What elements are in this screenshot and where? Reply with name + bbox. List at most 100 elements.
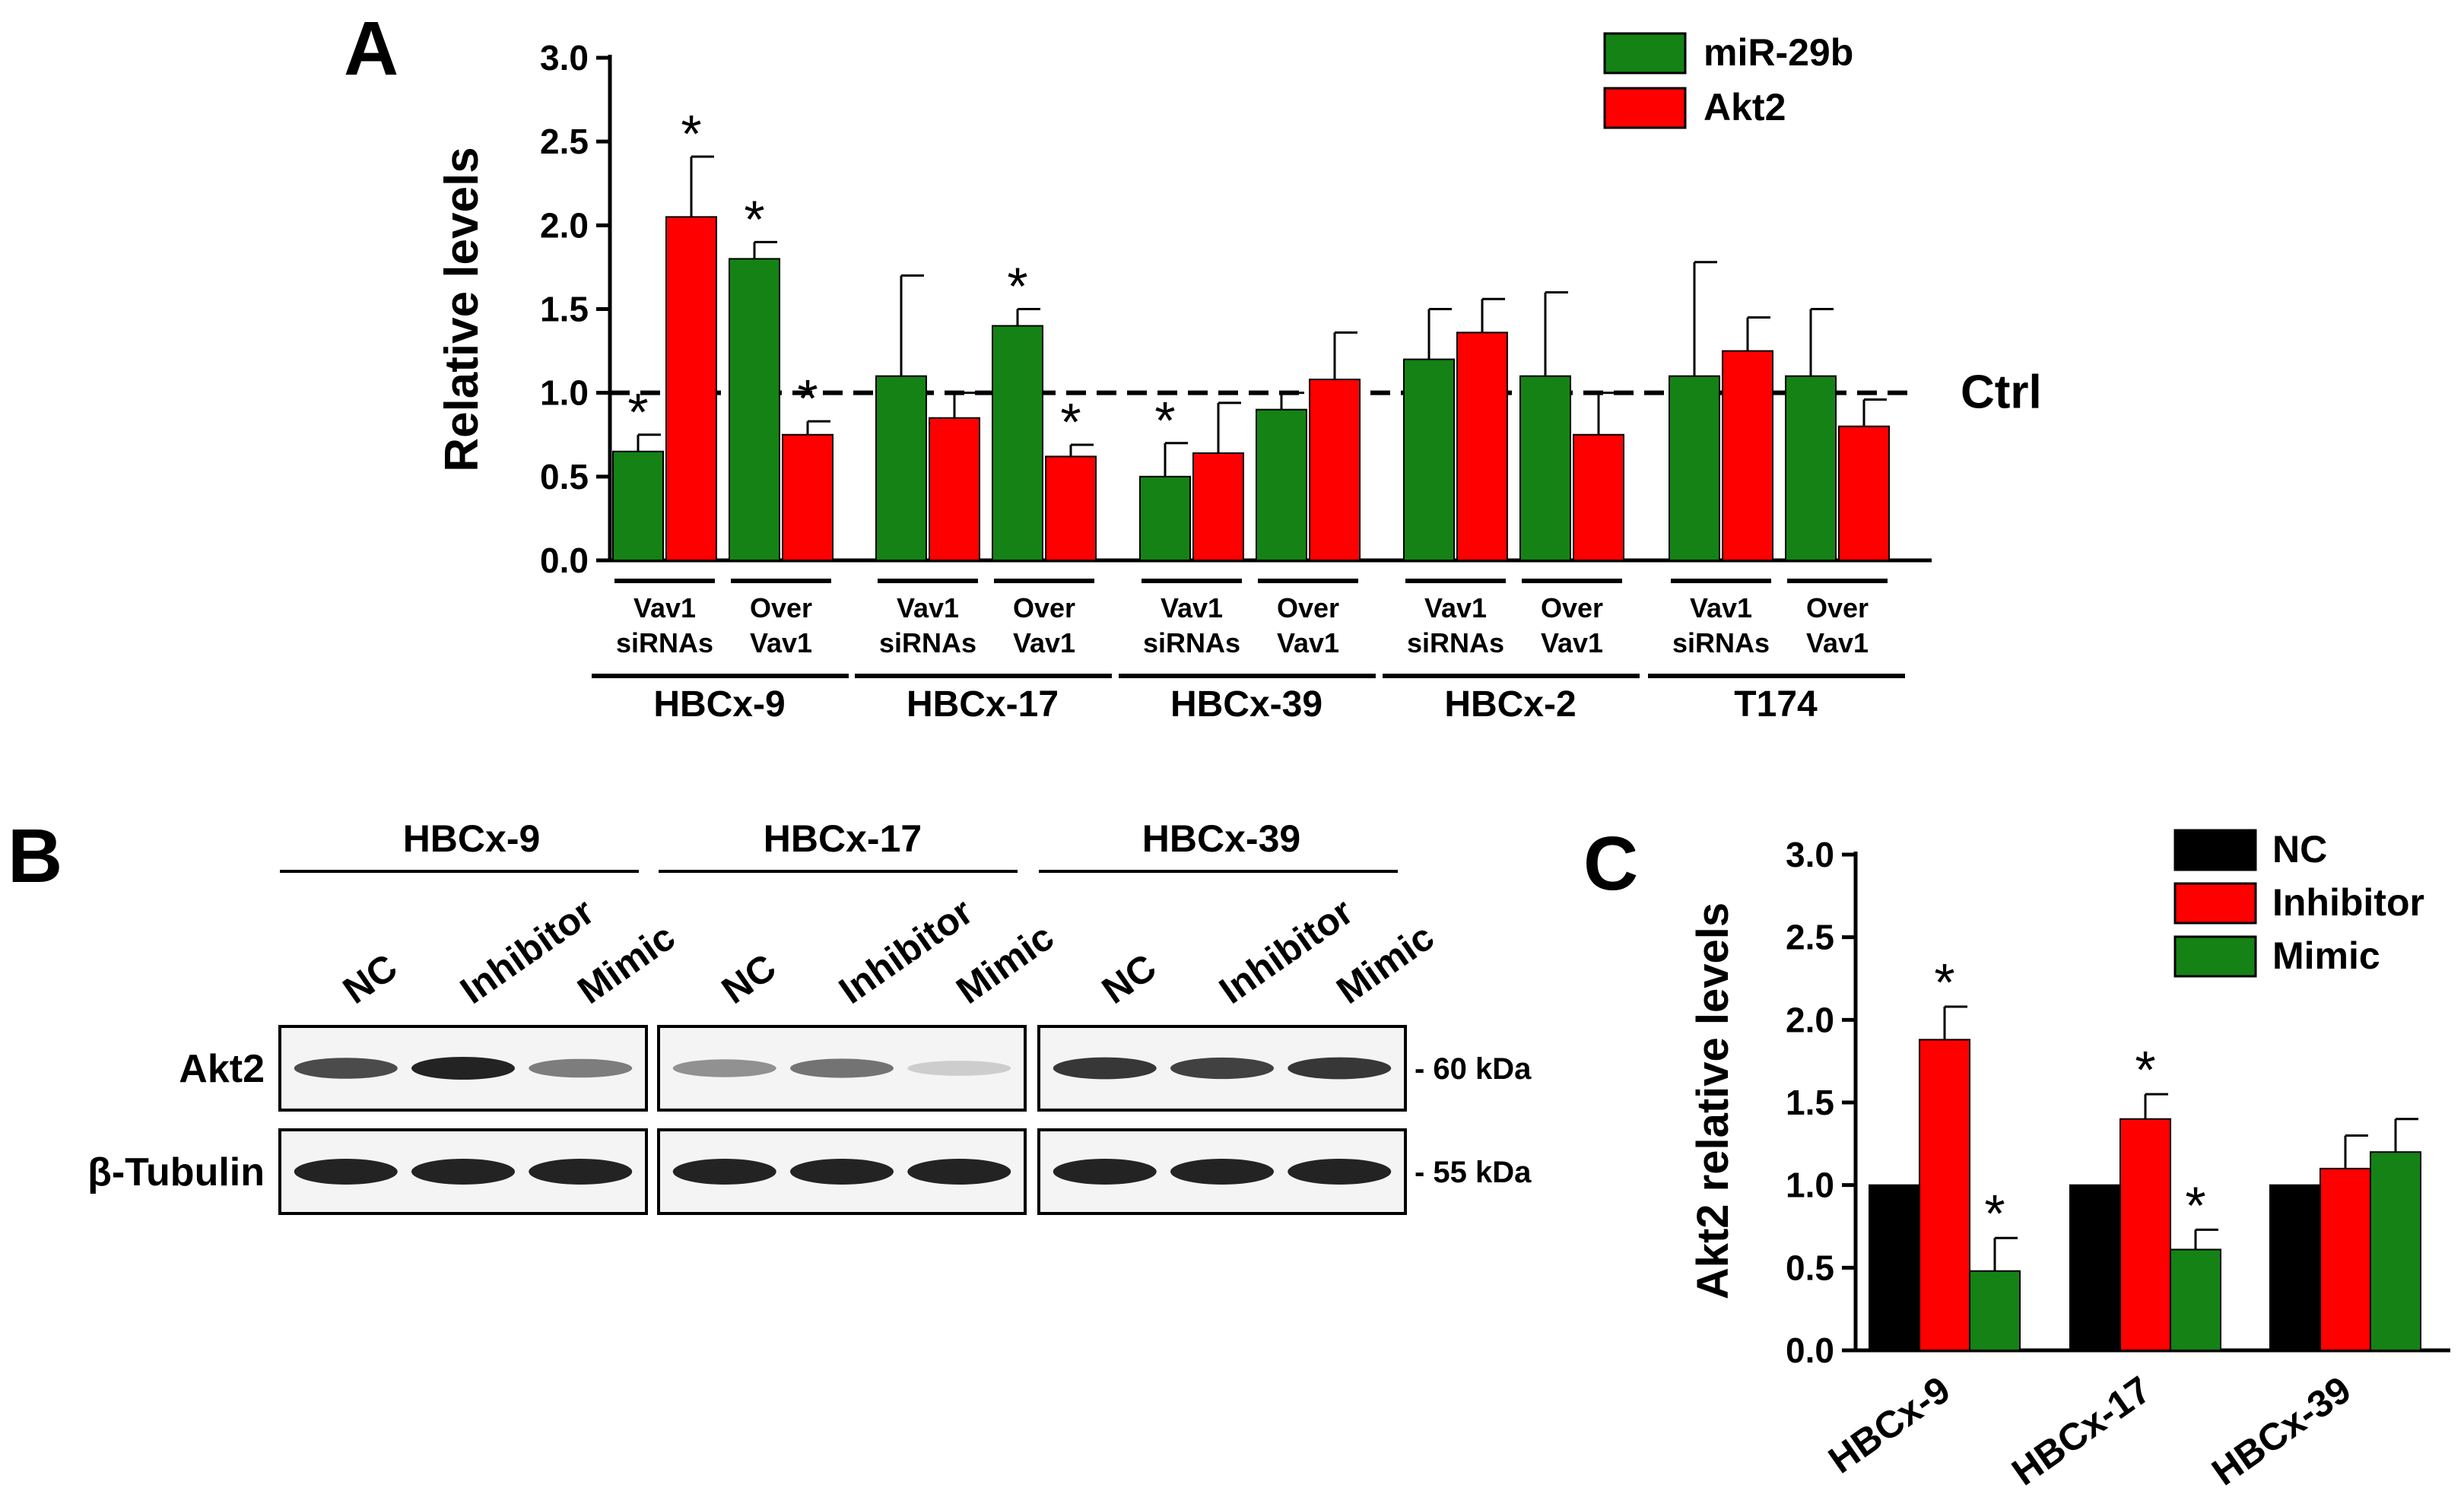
blot-lane-label: Inhibitor [452,890,602,1012]
condition-label-line2: Vav1 [1277,627,1339,658]
legend-label: Inhibitor [2272,881,2424,924]
blot-band [529,1159,633,1185]
bar-mir-29b [1669,375,1720,561]
y-tick-label-c: 2.0 [1786,1000,1834,1039]
group-label: HBCx-17 [907,684,1059,725]
bar-inhibitor [2119,1118,2171,1351]
legend-swatch-mir-29b [1603,32,1687,75]
y-tick-label-a: 1.0 [540,373,589,413]
bar-mir-29b [612,450,664,561]
x-tick-label-c: HBCx-17 [2004,1368,2158,1493]
ctrl-label: Ctrl [1961,366,2042,419]
bar-mir-29b [1403,358,1455,561]
panel-letter-b: B [8,814,62,899]
significance-star: * [1060,392,1081,452]
significance-star: * [627,382,648,442]
blot-band [294,1159,398,1185]
legend-swatch-nc [2173,829,2257,871]
bar-akt2 [1838,425,1890,561]
blot-band [1288,1159,1392,1185]
group-label: HBCx-39 [1170,684,1322,725]
blot-group-label: HBCx-9 [403,817,541,860]
condition-label-line2: Vav1 [1541,627,1603,658]
blot-band [1053,1057,1157,1080]
bar-mir-29b [992,325,1043,561]
blot-marker-label: - 60 kDa [1415,1052,1532,1086]
condition-label-line2: siRNAs [879,627,976,658]
condition-label-line1: Vav1 [1161,592,1223,623]
condition-label-line1: Vav1 [897,592,959,623]
y-tick-label-a: 0.0 [540,541,589,580]
condition-label-line1: Over [1013,592,1075,623]
y-tick-label-a: 2.5 [540,122,589,161]
blot-band [790,1159,894,1185]
bar-mir-29b [1256,408,1307,562]
condition-label-line2: siRNAs [1407,627,1504,658]
y-tick-label-c: 1.5 [1786,1083,1834,1122]
bar-mir-29b [1519,375,1571,561]
blot-lane-label: Inhibitor [831,890,980,1012]
blot-band [790,1058,894,1078]
panel-letter-c: C [1583,821,1638,906]
bar-nc [2069,1184,2121,1351]
blot-band [907,1159,1011,1185]
y-axis-label-a: Relative levels [436,147,488,471]
blot-band [294,1058,398,1079]
condition-label-line1: Vav1 [1690,592,1752,623]
blot-marker-label: - 55 kDa [1415,1156,1532,1189]
bar-mir-29b [1139,475,1191,561]
bar-mir-29b [875,375,927,561]
chart-c: 0.0 0.5 1.0 1.5 2.0 2.5 3.0 Akt2 relative level… [1688,828,2450,1494]
significance-star: * [2185,1175,2205,1235]
condition-label-line1: Over [1541,592,1603,623]
legend-label: Mimic [2272,934,2380,977]
blot-band [907,1061,1011,1076]
y-tick-label-a: 1.5 [540,290,589,329]
blot-row-label: β-Tubulin [87,1150,265,1194]
significance-star: * [1007,257,1027,316]
bar-akt2 [1456,332,1508,561]
y-axis-label-c: Akt2 relative levels [1688,903,1738,1299]
bar-akt2 [929,417,980,562]
y-tick-label-c: 0.5 [1786,1248,1834,1287]
legend-swatch-akt2 [1603,87,1687,129]
condition-label-line1: Over [1277,592,1339,623]
condition-label-line2: Vav1 [750,627,812,658]
y-tick-label-c: 2.5 [1786,918,1834,957]
chart-a: 0.0 0.5 1.0 1.5 2.0 2.5 3.0 Relative levels Ctrl… [436,31,2042,725]
bar-akt2 [1309,379,1361,562]
significance-star: * [681,104,701,163]
legend-swatch-inhibitor [2173,882,2257,925]
blot-band [1053,1159,1157,1185]
legend-swatch-mimic [2173,935,2257,978]
condition-label-line2: Vav1 [1013,627,1075,658]
group-label: HBCx-9 [653,684,785,725]
significance-star: * [2135,1040,2155,1099]
group-label: T174 [1734,684,1818,725]
significance-star: * [797,369,818,428]
bar-nc [1869,1184,1920,1351]
condition-label-line1: Vav1 [1424,592,1487,623]
condition-label-line2: Vav1 [1806,627,1869,658]
significance-star: * [744,189,764,249]
legend-label: NC [2272,828,2327,871]
blot-lane-label: NC [714,946,783,1012]
blot-group-label: HBCx-39 [1142,817,1300,860]
bar-mimic [2170,1248,2221,1351]
blot-row-label: Akt2 [179,1047,265,1091]
blot-lane-label: NC [335,946,405,1012]
bar-akt2 [1722,350,1773,561]
y-tick-label-a: 3.0 [540,38,589,78]
bar-mir-29b [1785,375,1837,561]
y-tick-label-a: 2.0 [540,205,589,245]
significance-star: * [1934,953,1954,1012]
legend-label: Akt2 [1704,86,1786,128]
bar-akt2 [665,216,717,561]
significance-star: * [1154,391,1175,450]
bar-akt2 [1192,452,1244,562]
condition-label-line2: siRNAs [1672,627,1770,658]
condition-label-line1: Over [1806,592,1869,623]
x-tick-label-c: HBCx-9 [1821,1368,1958,1481]
